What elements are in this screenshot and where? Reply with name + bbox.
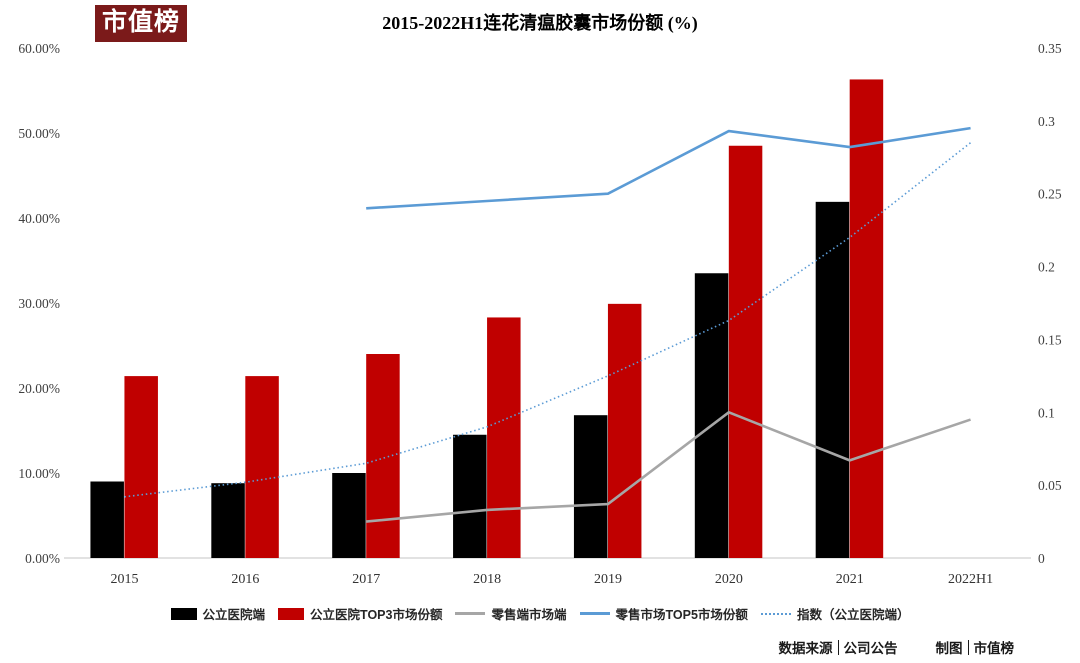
footer: 数据来源 公司公告 制图 市值榜 [778, 637, 1015, 657]
bar-公立医院TOP3市场份额-2020 [728, 145, 763, 558]
line-零售端市场端 [366, 410, 971, 523]
right-axis-tick-label: 0.05 [1038, 478, 1062, 493]
x-axis-label-2022H1: 2022H1 [948, 572, 993, 587]
right-axis-tick-label: 0.2 [1038, 260, 1055, 275]
x-axis-label-2017: 2017 [352, 572, 380, 587]
legend: 公立医院端 公立医院TOP3市场份额 零售端市场端 零售市场TOP5市场份额 指数（公立… [0, 604, 1080, 623]
bar-公立医院TOP3市场份额-2021 [849, 79, 884, 558]
left-axis-tick-label: 50.00% [18, 126, 60, 141]
right-axis-tick-label: 0.15 [1038, 332, 1062, 347]
footer-separator [967, 639, 969, 655]
footer-separator [837, 639, 839, 655]
legend-item-公立医院TOP3市场份额: 公立医院TOP3市场份额 [278, 604, 442, 623]
x-axis-label-2019: 2019 [594, 572, 622, 587]
x-axis-label-2020: 2020 [715, 572, 743, 587]
legend-label: 指数（公立医院端） [796, 608, 910, 622]
x-axis-label-2018: 2018 [473, 572, 501, 587]
footer-source-label: 数据来源 [778, 641, 833, 656]
right-axis-tick-label: 0.3 [1038, 114, 1055, 129]
left-axis-tick-label: 30.00% [18, 296, 60, 311]
bar-公立医院端-2018 [453, 434, 487, 558]
market-share-chart: 60.00% 50.00% 40.00% 30.00% 20.00% 10.00% 0.00… [18, 41, 1062, 587]
bar-公立医院TOP3市场份额-2017 [366, 354, 400, 558]
legend-label: 零售市场TOP5市场份额 [615, 608, 748, 622]
right-axis-tick-label: 0.1 [1038, 405, 1055, 420]
line-指数（公立医院端） [124, 142, 972, 498]
bar-公立医院端-2019 [573, 415, 608, 558]
left-axis-tick-label: 10.00% [18, 466, 60, 481]
legend-label: 公立医院端 [202, 608, 266, 622]
legend-line-icon [579, 612, 610, 615]
right-axis-tick-label: 0.35 [1038, 41, 1062, 56]
bar-公立医院TOP3市场份额-2019 [607, 303, 642, 558]
line-零售市场TOP5市场份额 [366, 126, 971, 210]
legend-line-dotted-icon [760, 612, 791, 615]
bar-公立医院TOP3市场份额-2018 [487, 317, 521, 558]
legend-swatch-icon [170, 607, 197, 620]
bar-公立医院端-2016 [211, 483, 245, 558]
bar-公立医院端-2017 [332, 473, 366, 558]
footer-source-value: 公司公告 [843, 641, 898, 656]
chart-title: 2015-2022H1连花清瘟胶囊市场份额 (%) [382, 13, 698, 33]
left-axis-tick-label: 60.00% [18, 41, 60, 56]
bar-公立医院端-2015 [90, 481, 124, 558]
legend-label: 公立医院TOP3市场份额 [310, 608, 443, 622]
chart-canvas: 60.00% 50.00% 40.00% 30.00% 20.00% 10.00% 0.00… [18, 41, 1062, 587]
legend-swatch-icon [278, 607, 305, 620]
shizhibang-logo: 市值榜 [95, 5, 188, 42]
bar-公立医院TOP3市场份额-2016 [245, 376, 279, 558]
x-axis-label-2015: 2015 [110, 572, 138, 587]
x-axis-label-2016: 2016 [231, 572, 259, 587]
legend-item-零售端市场端: 零售端市场端 [455, 604, 567, 623]
legend-item-公立医院端: 公立医院端 [170, 604, 266, 623]
legend-label: 零售端市场端 [491, 608, 567, 622]
bar-公立医院TOP3市场份额-2015 [124, 376, 158, 558]
legend-item-零售市场TOP5市场份额: 零售市场TOP5市场份额 [579, 604, 748, 623]
legend-item-指数（公立医院端）: 指数（公立医院端） [760, 604, 910, 623]
right-axis-tick-label: 0.25 [1038, 187, 1062, 202]
left-axis-tick-label: 0.00% [25, 551, 60, 566]
footer-credit-value: 市值榜 [973, 641, 1015, 656]
bar-公立医院端-2021 [815, 201, 850, 558]
legend-line-icon [455, 612, 486, 615]
footer-credit-label: 制图 [935, 641, 963, 656]
x-axis-label-2021: 2021 [836, 572, 864, 587]
left-axis-tick-label: 20.00% [18, 381, 60, 396]
left-axis-tick-label: 40.00% [18, 211, 60, 226]
right-axis-tick-label: 0 [1038, 551, 1045, 566]
